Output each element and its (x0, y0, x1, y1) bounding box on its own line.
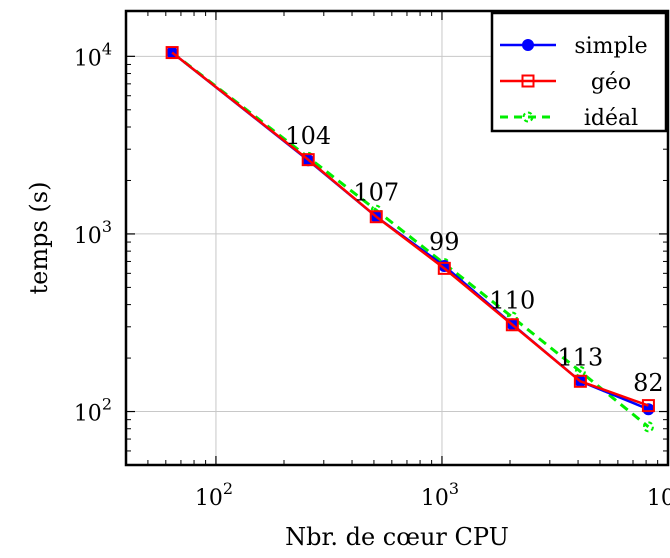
point-géo (641, 399, 655, 413)
legend-label-géo: géo (591, 70, 631, 95)
legend: simple géo idéal (490, 11, 668, 133)
x-tick-label: 104 (647, 479, 670, 511)
point-géo (505, 318, 519, 332)
point-idéal (574, 366, 586, 378)
point-géo (301, 153, 315, 167)
axis-ticks: 102 103 104 102 103 104 (74, 11, 670, 511)
point-géo (165, 46, 179, 60)
legend-label-idéal: idéal (584, 106, 638, 131)
point-idéal (506, 311, 518, 323)
y-tick-label: 102 (74, 395, 112, 427)
plot-frame (124, 9, 670, 467)
point-idéal (522, 111, 534, 123)
y-tick-label: 104 (74, 39, 112, 71)
series-group (165, 46, 655, 433)
series-line-géo (171, 51, 649, 407)
y-tick-label: 103 (74, 217, 112, 249)
x-tick-label: 103 (421, 479, 459, 511)
point-idéal (642, 421, 654, 433)
point-géo (573, 374, 587, 388)
annotations-group: 104 107 99 110 113 82 (285, 122, 663, 397)
data-label: 110 (489, 286, 535, 314)
data-label: 104 (285, 122, 331, 150)
point-simple (522, 39, 534, 51)
point-géo (521, 74, 535, 88)
x-tick-label: 102 (195, 479, 233, 511)
x-axis-label: Nbr. de cœur CPU (285, 523, 509, 551)
y-axis-label: temps (s) (25, 182, 53, 295)
data-label: 107 (353, 179, 399, 207)
point-idéal (370, 204, 382, 216)
data-label: 99 (429, 228, 460, 256)
legend-label-simple: simple (574, 34, 647, 59)
point-géo (369, 210, 383, 224)
point-géo (437, 261, 451, 275)
data-label: 82 (633, 369, 664, 397)
legend-box (490, 11, 668, 133)
data-label: 113 (557, 343, 603, 371)
